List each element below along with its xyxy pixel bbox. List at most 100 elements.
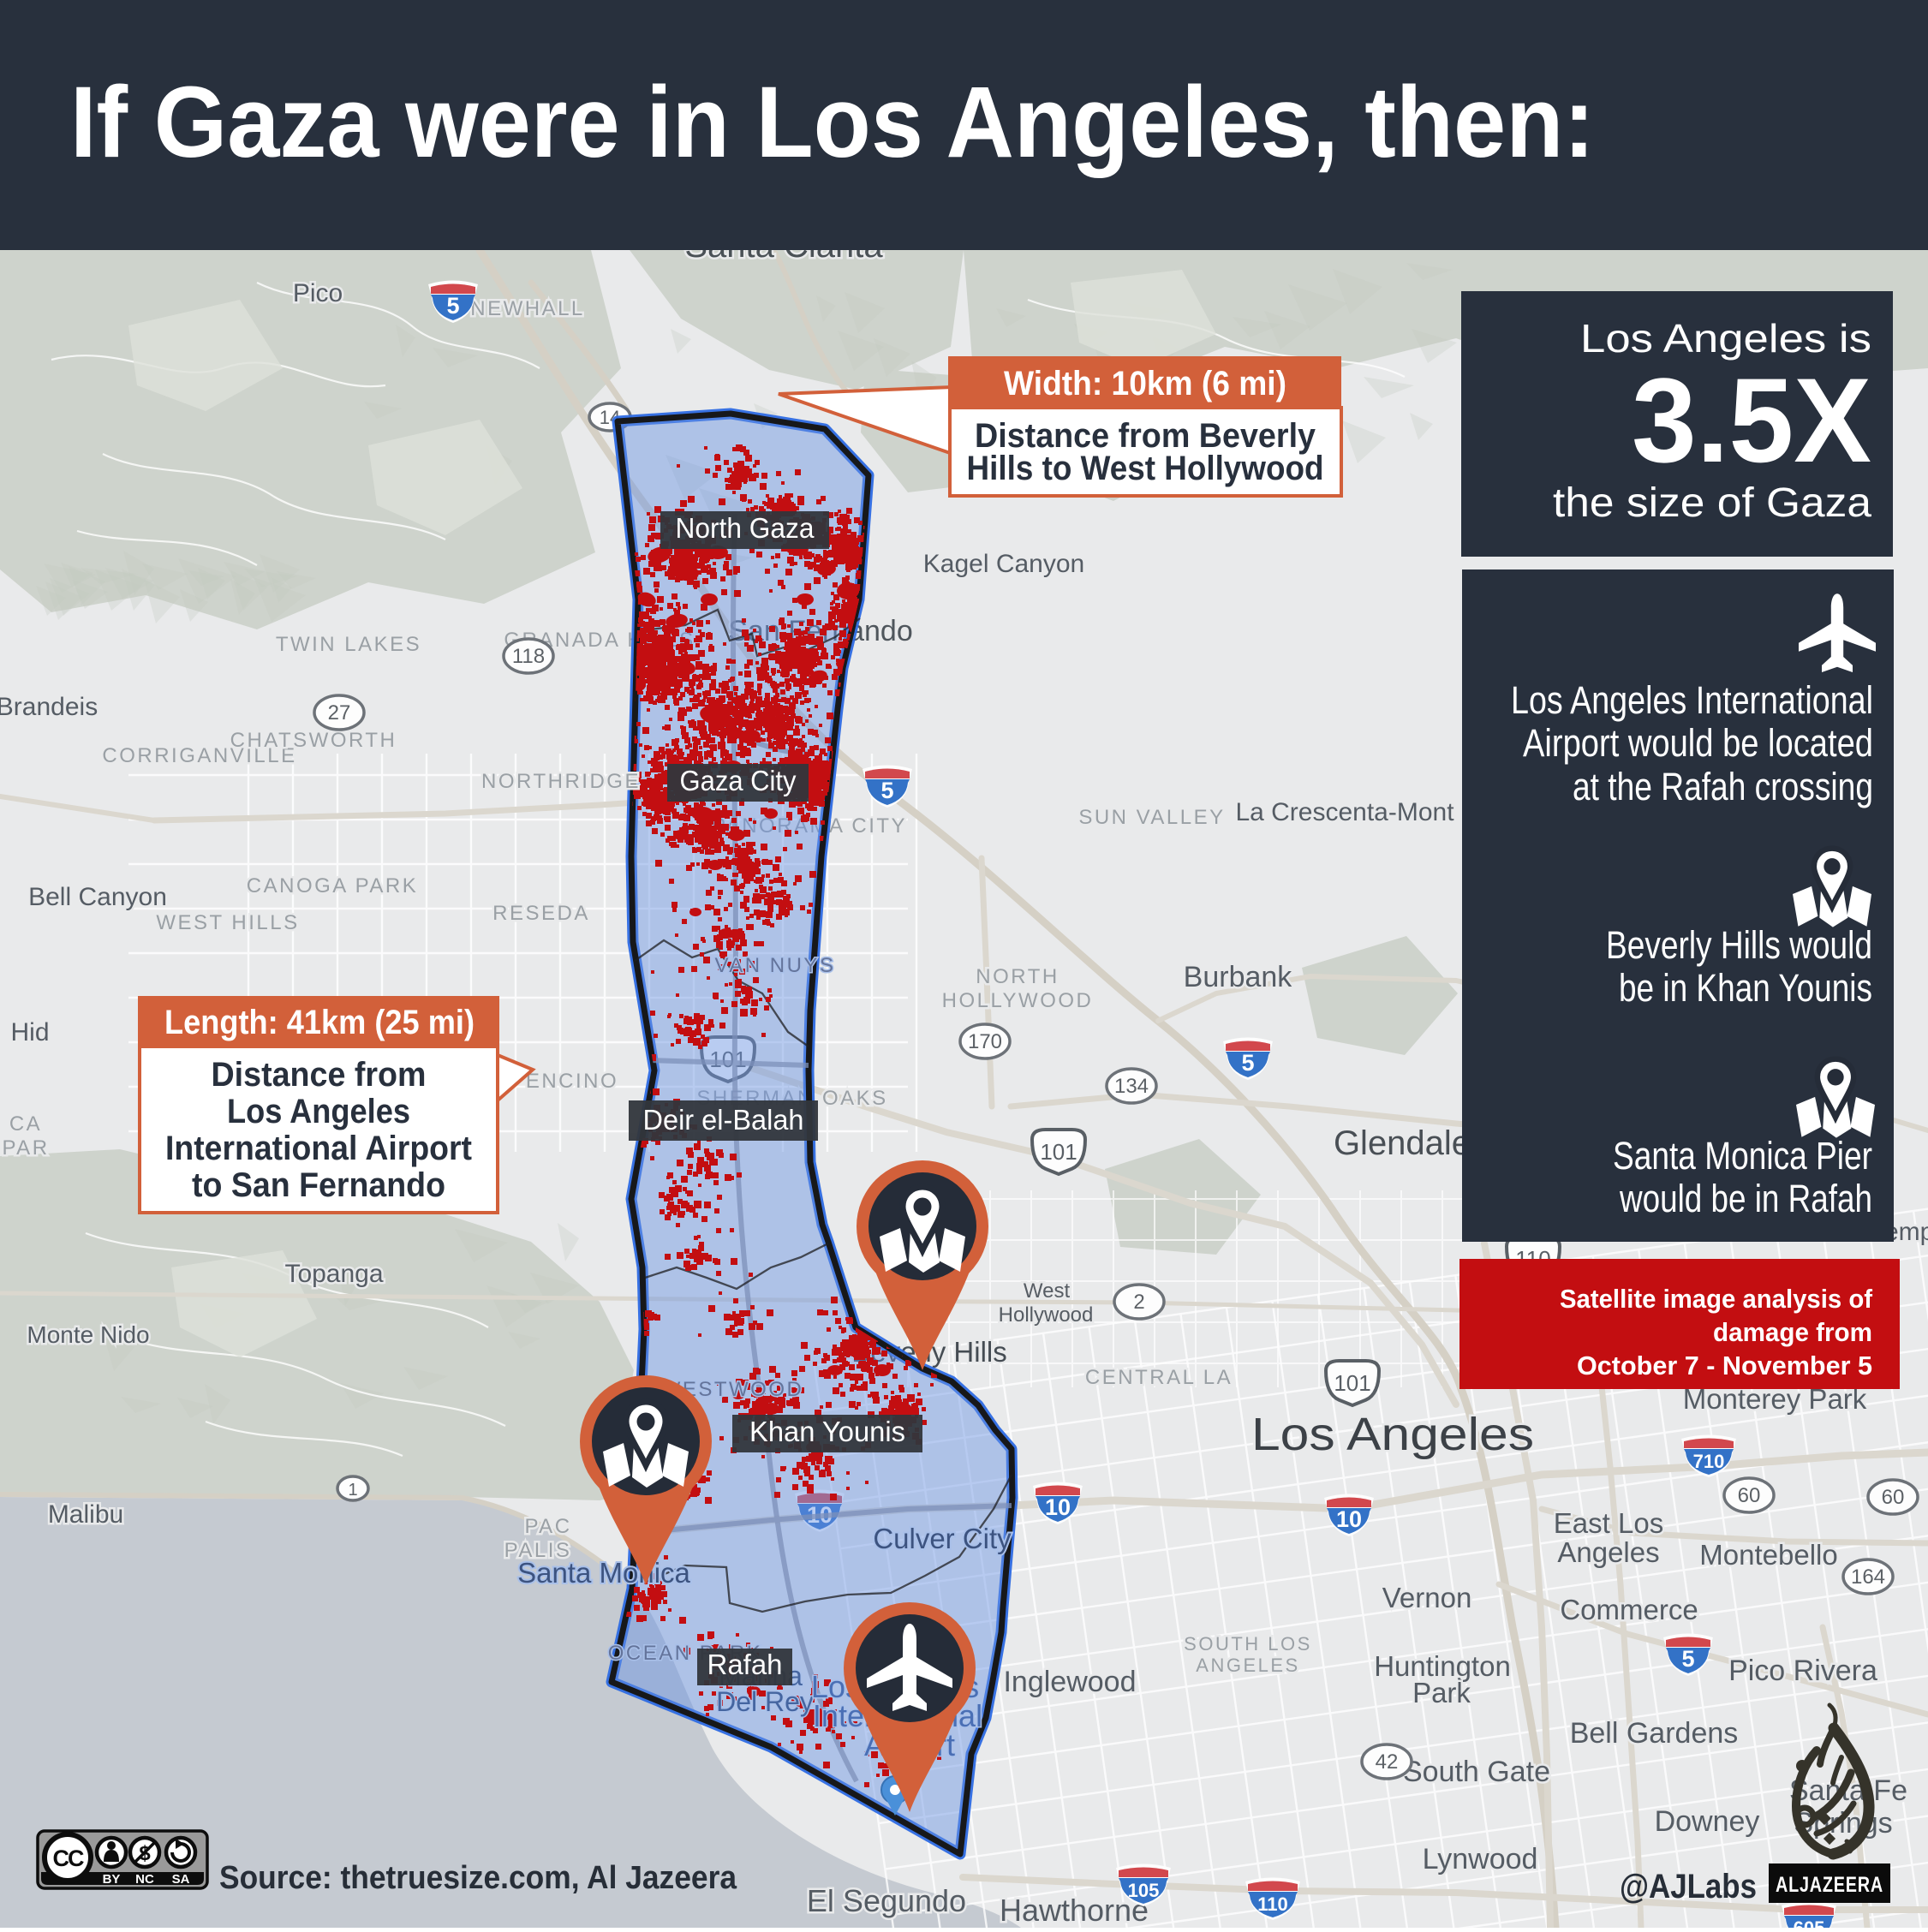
svg-text:ENCINO: ENCINO [526, 1070, 618, 1093]
svg-text:SOUTH LOS: SOUTH LOS [1184, 1633, 1312, 1655]
svg-text:Malibu: Malibu [48, 1500, 123, 1529]
svg-text:Los Angeles: Los Angeles [1251, 1409, 1534, 1460]
svg-text:NORTH: NORTH [976, 965, 1059, 988]
svg-text:El Segundo: El Segundo [807, 1883, 966, 1918]
svg-text:ANGELES: ANGELES [1196, 1655, 1299, 1676]
svg-text:5: 5 [1241, 1050, 1254, 1076]
svg-text:Beverly Hills would: Beverly Hills would [1606, 923, 1872, 967]
svg-text:Topanga: Topanga [284, 1260, 383, 1288]
svg-text:Hollywood: Hollywood [999, 1303, 1094, 1327]
svg-text:TWIN LAKES: TWIN LAKES [276, 633, 421, 656]
svg-text:164: 164 [1851, 1565, 1885, 1589]
svg-text:Montebello: Montebello [1699, 1539, 1837, 1571]
svg-text:Distance from: Distance from [212, 1056, 427, 1094]
svg-text:RESEDA: RESEDA [492, 902, 590, 925]
svg-text:Hawthorne: Hawthorne [1000, 1893, 1149, 1928]
svg-text:SUN VALLEY: SUN VALLEY [1078, 806, 1225, 829]
svg-text:CC: CC [53, 1846, 84, 1871]
svg-text:be in Khan Younis: be in Khan Younis [1619, 966, 1872, 1010]
svg-text:118: 118 [512, 645, 545, 668]
svg-text:Bell Gardens: Bell Gardens [1570, 1717, 1739, 1750]
svg-text:Satellite image analysis of: Satellite image analysis of [1560, 1284, 1873, 1314]
svg-text:October 7 - November 5: October 7 - November 5 [1577, 1351, 1872, 1380]
svg-text:101: 101 [1040, 1139, 1077, 1165]
svg-text:Commerce: Commerce [1560, 1594, 1698, 1625]
svg-text:Culver City: Culver City [873, 1523, 1012, 1554]
svg-text:Downey: Downey [1655, 1805, 1760, 1838]
svg-text:101: 101 [1334, 1370, 1370, 1396]
svg-text:East Los: East Los [1554, 1507, 1663, 1539]
svg-text:would be in Rafah: would be in Rafah [1619, 1177, 1872, 1220]
svg-text:Vernon: Vernon [1382, 1582, 1472, 1613]
svg-text:110: 110 [1257, 1893, 1288, 1915]
svg-text:710: 710 [1693, 1451, 1725, 1472]
svg-text:5: 5 [1681, 1646, 1694, 1672]
svg-text:Los Angeles is: Los Angeles is [1580, 316, 1871, 361]
svg-text:La Crescenta-Mont: La Crescenta-Mont [1235, 798, 1454, 826]
svg-text:CHATSWORTH: CHATSWORTH [230, 729, 397, 752]
svg-text:170: 170 [968, 1030, 1002, 1053]
svg-text:134: 134 [1114, 1075, 1149, 1098]
svg-text:Santa Monica: Santa Monica [517, 1557, 690, 1589]
svg-text:5: 5 [446, 293, 459, 319]
svg-text:PALIS: PALIS [504, 1539, 572, 1562]
svg-text:International Airport: International Airport [165, 1130, 472, 1167]
svg-text:2: 2 [1133, 1291, 1144, 1314]
svg-text:Rafah: Rafah [707, 1649, 783, 1680]
svg-text:Lynwood: Lynwood [1423, 1843, 1538, 1875]
svg-text:CORRIGANVILLE: CORRIGANVILLE [102, 744, 296, 767]
svg-text:Los Angeles: Los Angeles [227, 1093, 410, 1130]
svg-text:Gaza City: Gaza City [680, 765, 797, 796]
svg-text:NORTHRIDGE: NORTHRIDGE [481, 770, 641, 793]
svg-text:WEST HILLS: WEST HILLS [156, 911, 299, 934]
svg-text:PAC: PAC [524, 1515, 571, 1538]
svg-text:Pico: Pico [293, 279, 343, 307]
svg-text:NEWHALL: NEWHALL [470, 297, 585, 320]
svg-text:If Gaza were in Los Angeles, t: If Gaza were in Los Angeles, then: [70, 66, 1595, 179]
svg-text:Huntington: Huntington [1374, 1650, 1511, 1682]
svg-text:Santa Monica Pier: Santa Monica Pier [1613, 1134, 1872, 1178]
svg-text:to San Fernando: to San Fernando [192, 1166, 445, 1204]
svg-text:Airport would be located: Airport would be located [1523, 721, 1873, 765]
svg-text:damage from: damage from [1713, 1317, 1872, 1347]
svg-text:Deir el-Balah: Deir el-Balah [643, 1104, 804, 1136]
svg-text:60: 60 [1738, 1484, 1761, 1507]
svg-text:ALJAZEERA: ALJAZEERA [1776, 1873, 1883, 1897]
svg-text:the size of Gaza: the size of Gaza [1553, 480, 1871, 526]
svg-text:South Gate: South Gate [1403, 1756, 1550, 1788]
svg-text:Hid: Hid [10, 1018, 49, 1046]
svg-text:Source: thetruesize.com, Al J: Source: thetruesize.com, Al Jazeera [219, 1860, 737, 1896]
svg-text:BY: BY [103, 1872, 121, 1887]
svg-text:Burbank: Burbank [1184, 961, 1293, 993]
svg-text:5: 5 [880, 778, 893, 803]
svg-text:CENTRAL LA: CENTRAL LA [1085, 1366, 1233, 1389]
svg-text:Length: 41km (25 mi): Length: 41km (25 mi) [164, 1004, 475, 1041]
svg-text:Angeles: Angeles [1557, 1536, 1659, 1568]
svg-text:Bell Canyon: Bell Canyon [28, 883, 167, 911]
svg-text:VAN NUYS: VAN NUYS [715, 954, 836, 977]
svg-text:Hills to West Hollywood: Hills to West Hollywood [967, 450, 1324, 487]
svg-text:Distance from Beverly: Distance from Beverly [975, 417, 1316, 455]
svg-text:Kagel Canyon: Kagel Canyon [923, 550, 1084, 578]
svg-text:West: West [1024, 1279, 1071, 1303]
svg-text:1: 1 [348, 1481, 357, 1500]
svg-text:SA: SA [172, 1872, 190, 1887]
svg-text:CA: CA [9, 1112, 42, 1136]
svg-text:Inglewood: Inglewood [1003, 1666, 1136, 1698]
svg-text:Del Rey: Del Rey [716, 1686, 814, 1717]
svg-text:Glendale: Glendale [1334, 1124, 1471, 1162]
svg-text:605: 605 [1794, 1917, 1825, 1928]
svg-text:@AJLabs: @AJLabs [1620, 1868, 1757, 1905]
svg-text:Brandeis: Brandeis [0, 693, 98, 721]
svg-text:101: 101 [709, 1046, 746, 1072]
svg-text:PAR: PAR [2, 1136, 49, 1160]
svg-text:NC: NC [135, 1872, 154, 1887]
svg-text:Monte Nido: Monte Nido [27, 1321, 149, 1348]
svg-text:Park: Park [1412, 1677, 1471, 1708]
svg-text:3.5X: 3.5X [1632, 353, 1871, 487]
svg-text:10: 10 [1336, 1506, 1362, 1532]
svg-text:105: 105 [1128, 1880, 1160, 1901]
svg-text:Width: 10km (6 mi): Width: 10km (6 mi) [1004, 365, 1286, 402]
svg-text:Los Angeles International: Los Angeles International [1511, 678, 1873, 722]
svg-text:60: 60 [1882, 1486, 1905, 1509]
